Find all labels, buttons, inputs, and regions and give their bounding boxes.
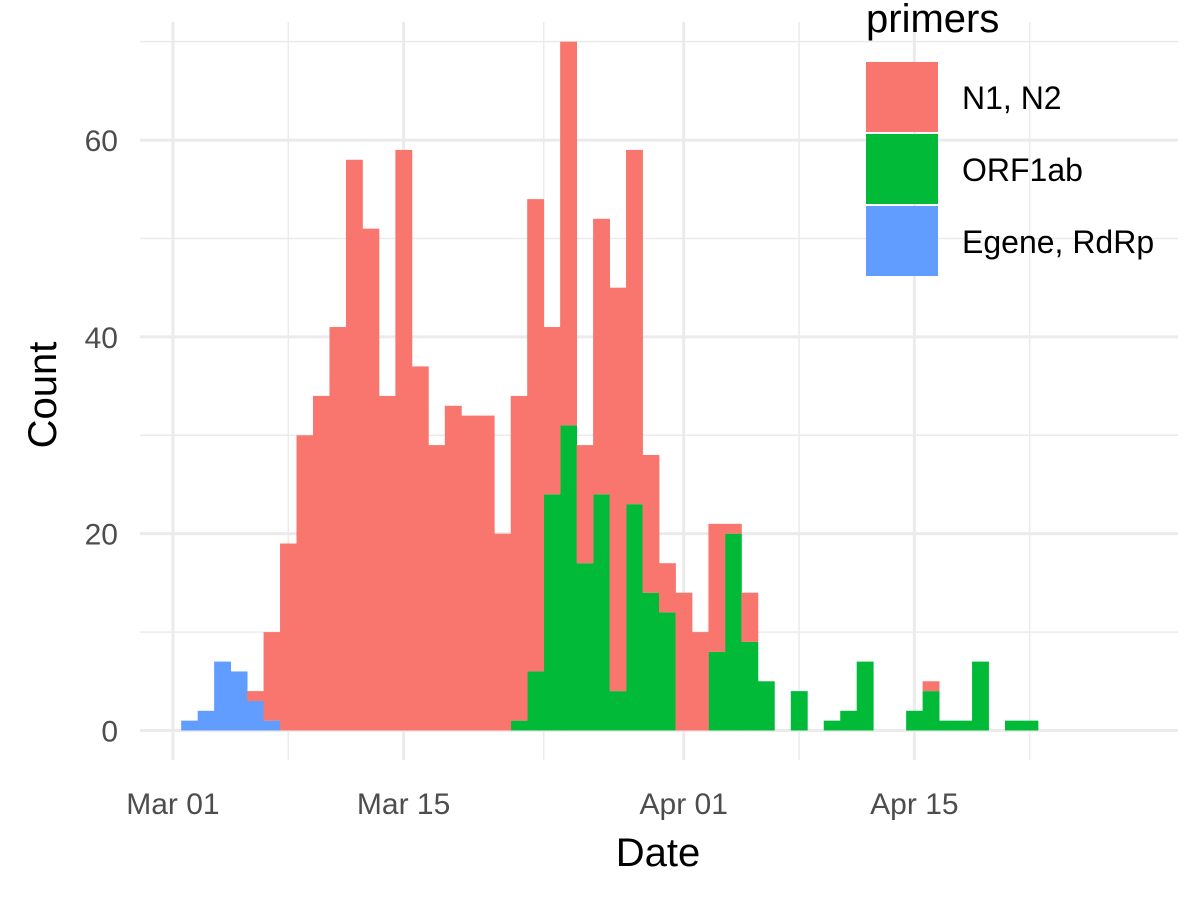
bar-n1-n2-2020-03-11: [329, 327, 347, 731]
bar-n1-n2-2020-03-22: [510, 395, 528, 721]
bar-orf1ab-2020-04-06: [757, 681, 775, 731]
bar-orf1ab-2020-04-15: [906, 710, 924, 731]
bar-egene-rdrp-2020-03-05: [230, 671, 248, 731]
bar-orf1ab-2020-03-30: [642, 592, 660, 731]
bar-n1-n2-2020-03-31: [659, 563, 676, 613]
bar-orf1ab-2020-04-17: [939, 720, 956, 731]
bar-egene-rdrp-2020-03-03: [197, 710, 215, 731]
bar-orf1ab-2020-04-11: [840, 710, 858, 731]
legend-key-egene-rdrp: [866, 206, 938, 276]
bar-n1-n2-2020-03-16: [411, 366, 429, 731]
legend-title: primers: [866, 0, 999, 41]
bar-orf1ab-2020-03-31: [659, 612, 676, 731]
bar-n1-n2-2020-03-08: [280, 543, 297, 731]
bar-n1-n2-2020-03-25: [560, 41, 578, 426]
bar-orf1ab-2020-04-16: [922, 691, 940, 731]
bar-n1-n2-2020-03-10: [313, 395, 330, 731]
legend-label: ORF1ab: [962, 152, 1083, 188]
bar-orf1ab-2020-04-21: [1005, 720, 1022, 731]
bar-n1-n2-2020-04-01: [675, 592, 693, 731]
bar-n1-n2-2020-04-02: [691, 632, 709, 731]
bar-n1-n2-2020-04-04: [724, 523, 742, 534]
bar-n1-n2-2020-03-14: [378, 395, 396, 731]
bar-orf1ab-2020-04-18: [955, 720, 973, 731]
bar-orf1ab-2020-04-04: [724, 533, 742, 731]
x-axis-title: Date: [616, 831, 701, 875]
y-axis-ticks: 0 20 40 60: [85, 125, 118, 748]
x-axis-ticks: Mar 01 Mar 15 Apr 01 Apr 15: [126, 788, 958, 821]
bar-orf1ab-2020-04-05: [741, 641, 759, 731]
bar-orf1ab-2020-04-12: [856, 661, 874, 731]
x-tick-label: Mar 01: [126, 788, 219, 821]
bar-n1-n2-2020-03-07: [263, 632, 281, 721]
bar-orf1ab-2020-03-28: [609, 691, 627, 731]
bar-n1-n2-2020-03-30: [642, 454, 660, 593]
bar-n1-n2-2020-03-23: [527, 199, 545, 672]
y-axis-title: Count: [21, 342, 65, 449]
bar-egene-rdrp-2020-03-04: [214, 661, 232, 731]
bar-orf1ab-2020-03-24: [543, 494, 561, 731]
bar-orf1ab-2020-04-08: [790, 691, 808, 731]
y-tick-label: 60: [85, 125, 118, 158]
bar-orf1ab-2020-03-22: [510, 720, 528, 731]
y-tick-label: 20: [85, 519, 118, 552]
legend-key-orf1ab: [866, 134, 938, 204]
bar-n1-n2-2020-03-21: [494, 533, 512, 731]
bar-n1-n2-2020-04-16: [922, 681, 940, 692]
bar-orf1ab-2020-03-27: [593, 494, 610, 731]
x-tick-label: Apr 15: [870, 788, 958, 821]
legend: primers N1, N2 ORF1ab Egene, RdRp: [866, 0, 1154, 276]
bar-n1-n2-2020-03-13: [362, 228, 380, 731]
bar-n1-n2-2020-03-26: [576, 445, 594, 564]
bar-orf1ab-2020-03-23: [527, 671, 545, 731]
bar-orf1ab-2020-03-25: [560, 425, 578, 731]
legend-key-n1-n2: [866, 62, 938, 132]
bar-n1-n2-2020-03-09: [296, 435, 314, 731]
bar-n1-n2-2020-03-18: [444, 405, 462, 731]
x-tick-label: Mar 15: [357, 788, 450, 821]
bar-egene-rdrp-2020-03-06: [247, 700, 264, 731]
bar-n1-n2-2020-03-27: [593, 218, 610, 495]
bar-n1-n2-2020-03-24: [543, 327, 561, 495]
bar-n1-n2-2020-03-06: [247, 691, 264, 701]
bar-n1-n2-2020-03-15: [395, 149, 413, 731]
bar-n1-n2-2020-03-12: [345, 159, 363, 731]
bar-n1-n2-2020-04-05: [741, 592, 759, 642]
bar-n1-n2-2020-04-03: [708, 523, 726, 652]
y-tick-label: 40: [85, 322, 118, 355]
legend-label: Egene, RdRp: [962, 224, 1154, 260]
bar-orf1ab-2020-04-22: [1021, 720, 1039, 731]
bar-orf1ab-2020-03-26: [576, 563, 594, 731]
bars: [181, 41, 1039, 731]
x-tick-label: Apr 01: [640, 788, 728, 821]
bar-orf1ab-2020-04-03: [708, 651, 726, 731]
bar-orf1ab-2020-04-10: [823, 720, 841, 731]
legend-label: N1, N2: [962, 80, 1062, 116]
y-tick-label: 0: [101, 715, 118, 748]
bar-n1-n2-2020-03-17: [428, 445, 446, 731]
bar-n1-n2-2020-03-20: [477, 415, 495, 731]
bar-egene-rdrp-2020-03-02: [181, 720, 199, 731]
bar-orf1ab-2020-03-29: [626, 504, 643, 731]
bar-n1-n2-2020-03-19: [461, 415, 479, 731]
bar-n1-n2-2020-03-28: [609, 287, 627, 692]
bar-orf1ab-2020-04-19: [972, 661, 989, 731]
bar-egene-rdrp-2020-03-07: [263, 720, 281, 731]
bar-n1-n2-2020-03-29: [626, 149, 643, 505]
